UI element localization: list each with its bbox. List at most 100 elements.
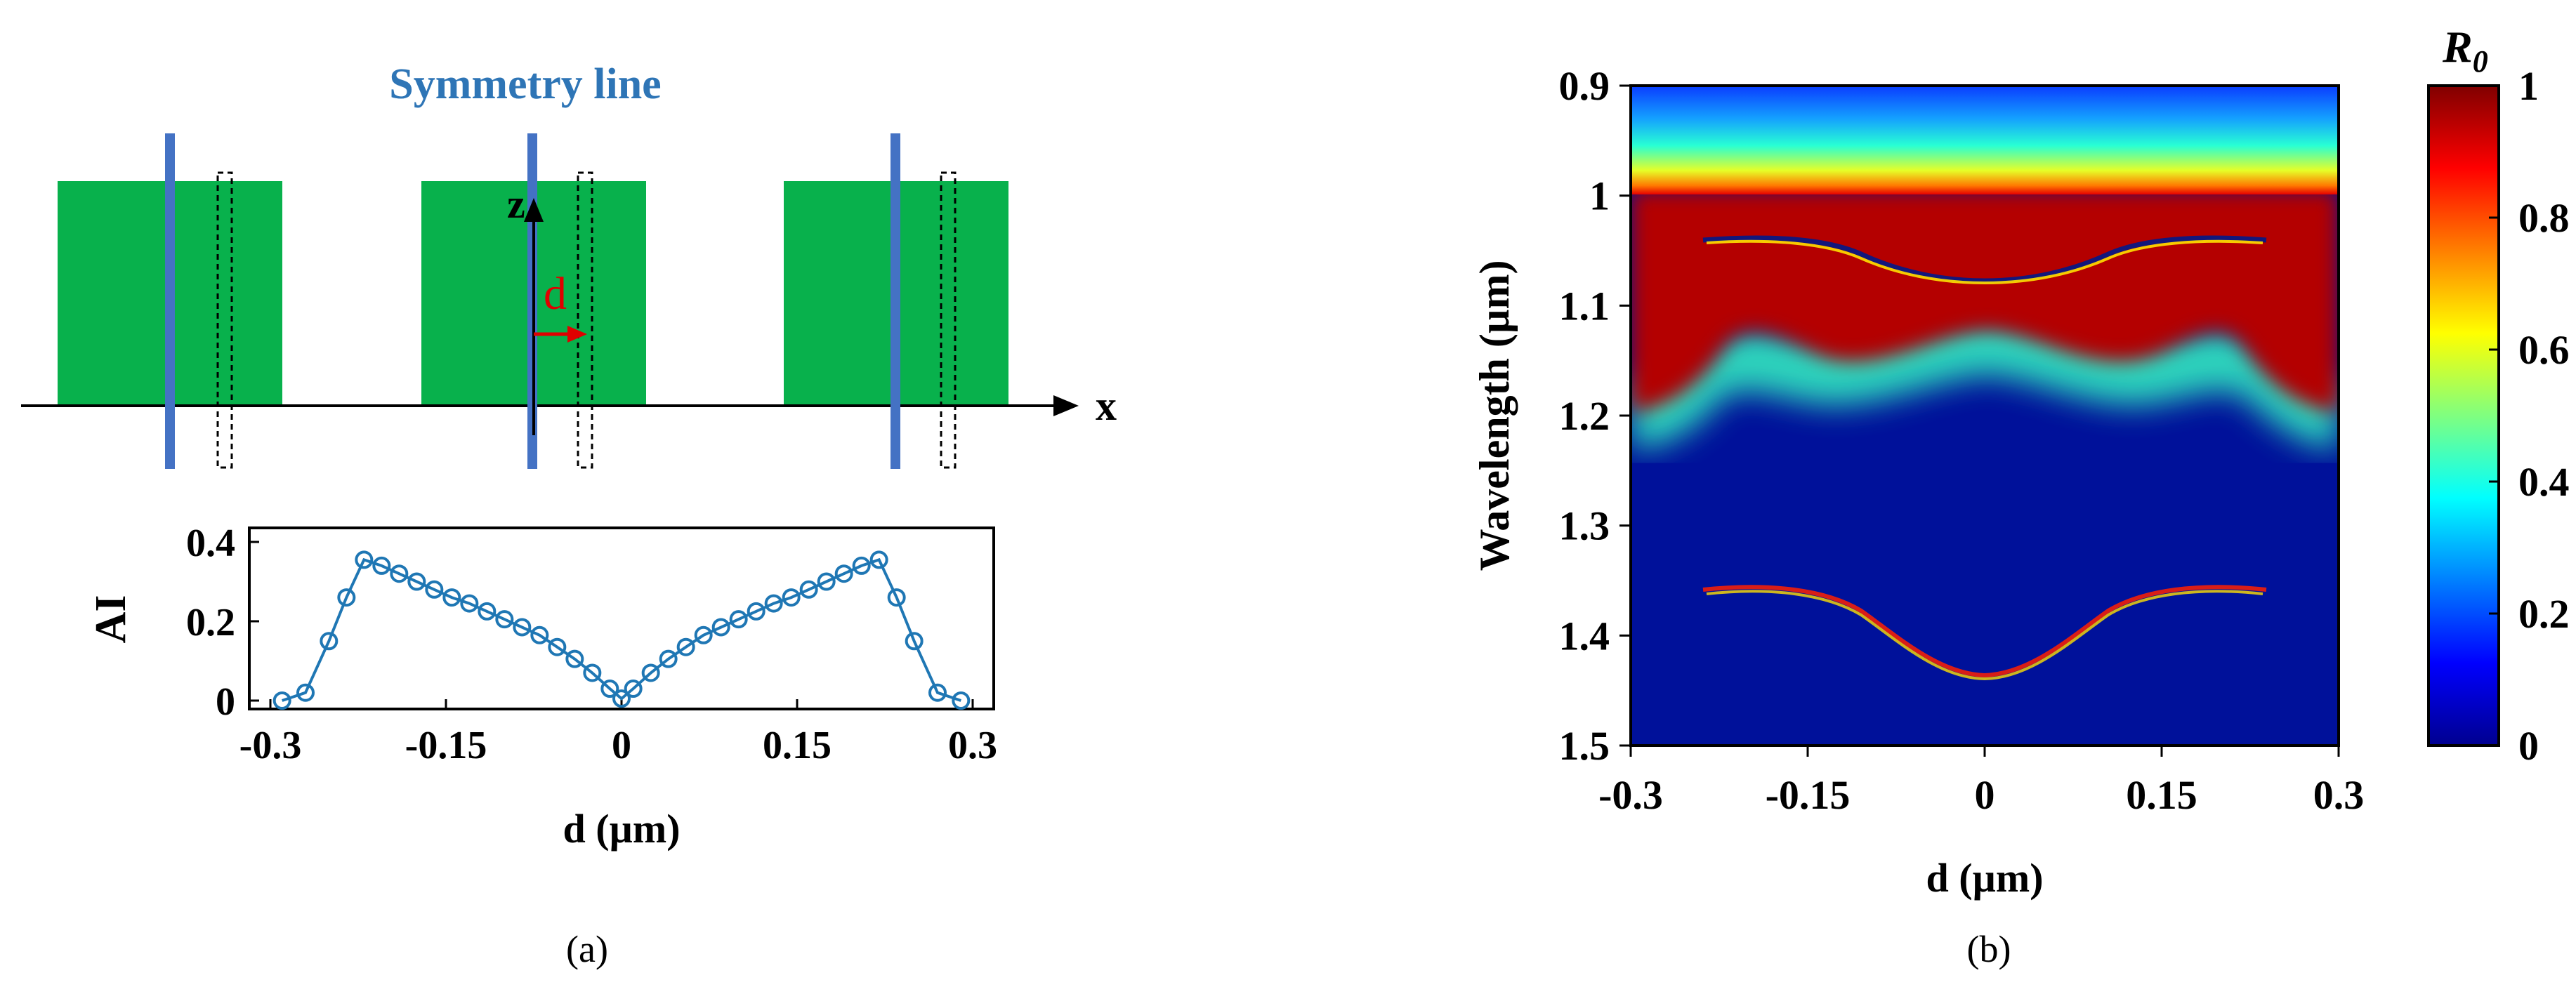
ai-y-label: AI: [87, 595, 135, 644]
heatmap-top-band: [1631, 86, 2339, 194]
heatmap-y-tick-label: 1.4: [1559, 613, 1610, 658]
heatmap-x-tick-label: 0: [1975, 772, 1995, 818]
z-axis-arrowhead: [524, 198, 544, 222]
reflectance-heatmap: -0.3 -0.15 0 0.15 0.3 0.9 1 1.1 1.2 1.3 1.4 1.5 Wav…: [1471, 22, 2570, 901]
ai-y-tick-label: 0.2: [186, 601, 235, 644]
ai-data-point: [747, 602, 765, 621]
ai-data-point: [355, 550, 374, 569]
ai-data-point: [296, 683, 315, 702]
colorbar-tick-label: 0.6: [2518, 327, 2570, 373]
heatmap-ticks: -0.3 -0.15 0 0.15 0.3 0.9 1 1.1 1.2 1.3 1.4 1.5: [1559, 63, 2365, 818]
ai-data-point: [272, 691, 291, 710]
heatmap-image: [1631, 86, 2339, 746]
symmetry-line-label: Symmetry line: [389, 60, 661, 108]
ai-x-tick-label: 0.3: [948, 724, 997, 767]
heatmap-y-label: Wavelength (µm): [1471, 260, 1518, 571]
dashed-region-left: [216, 171, 233, 469]
ai-data-point: [641, 663, 660, 682]
ai-data-point: [952, 691, 971, 710]
heatmap-x-tick-label: 0.15: [2126, 772, 2197, 818]
ai-data-point: [711, 618, 730, 637]
ai-data-point: [372, 556, 391, 575]
colorbar-tick-label: 1: [2518, 63, 2539, 109]
ai-x-label: d (µm): [563, 806, 680, 852]
ai-data-point: [495, 610, 514, 629]
heatmap-y-tick-label: 1.5: [1559, 723, 1610, 769]
heatmap-y-tick-label: 1.1: [1559, 283, 1610, 329]
ai-data-point: [659, 649, 678, 668]
d-arrowhead: [567, 326, 587, 343]
heatmap-y-tick-label: 1.3: [1559, 503, 1610, 549]
ai-data-point: [513, 618, 532, 637]
ai-data-point: [869, 550, 888, 569]
colorbar-label-main: R: [2442, 22, 2473, 72]
lower-narrow-resonance: [1702, 585, 2267, 678]
ai-data-point: [799, 580, 818, 599]
lower-narrow-resonance-bright: [1706, 590, 2263, 681]
ai-data-point: [928, 683, 947, 702]
ai-data-point: [530, 625, 549, 644]
ai-data-point: [460, 594, 479, 613]
ai-data-point: [729, 610, 748, 629]
x-axis-label: x: [1096, 383, 1117, 429]
ai-data-point: [887, 588, 906, 607]
colorbar: [2427, 84, 2500, 747]
ai-y-tick-label: 0: [216, 680, 235, 724]
ai-data-point: [612, 689, 631, 708]
ai-x-tick-label: 0: [612, 724, 631, 767]
dashed-region-center: [577, 171, 593, 469]
ai-data-point: [390, 564, 409, 583]
ai-series-line: [282, 557, 961, 702]
ai-data-point: [852, 556, 871, 575]
ai-data-point: [624, 680, 643, 698]
ai-data-point: [337, 588, 356, 607]
ai-x-tick-label: -0.15: [405, 724, 487, 767]
ai-data-point: [320, 632, 339, 651]
ai-data-point: [764, 594, 783, 613]
colorbar-tick-label: 0: [2518, 723, 2539, 769]
x-axis-arrowhead: [1053, 395, 1079, 416]
ai-data-point: [548, 637, 567, 656]
dashed-region-right: [940, 171, 957, 469]
ai-data-point: [442, 588, 461, 607]
ai-data-point: [600, 680, 619, 698]
heatmap-x-tick-label: -0.15: [1766, 772, 1851, 818]
colorbar-tick-label: 0.8: [2518, 195, 2570, 241]
heatmap-y-tick-label: 1: [1589, 173, 1610, 219]
d-label: d: [544, 268, 567, 319]
colorbar-tick-label: 0.4: [2518, 459, 2570, 505]
ai-data-point: [694, 625, 713, 644]
ai-data-point: [478, 602, 497, 621]
upper-narrow-resonance: [1702, 235, 2267, 284]
ai-y-tick-label: 0.4: [186, 522, 235, 565]
caption-a: (a): [566, 928, 608, 970]
ai-data-point: [407, 572, 426, 591]
ai-data-point: [565, 649, 584, 668]
heatmap-x-tick-label: 0.3: [2313, 772, 2365, 818]
schematic: Symmetry line x z d: [21, 60, 1117, 469]
heatmap-y-tick-label: 0.9: [1559, 63, 1610, 109]
colorbar-tick-label: 0.2: [2518, 591, 2570, 637]
colorbar-label: R0: [2442, 22, 2488, 79]
ai-data-point: [834, 564, 853, 583]
ai-data-point: [583, 663, 602, 682]
colorbar-ticks: 0 0.2 0.4 0.6 0.8 1: [2489, 63, 2570, 769]
ai-x-tick-label: 0.15: [763, 724, 832, 767]
ai-data-point: [425, 580, 444, 599]
z-axis-label: z: [507, 181, 525, 227]
upper-narrow-resonance-bright: [1706, 239, 2263, 285]
heatmap-x-label: d (µm): [1926, 855, 2043, 901]
ai-x-tick-label: -0.3: [239, 724, 302, 767]
heatmap-x-tick-label: -0.3: [1598, 772, 1663, 818]
ai-data-point: [782, 588, 801, 607]
colorbar-label-subscript: 0: [2473, 44, 2488, 79]
ai-data-point: [817, 572, 836, 591]
heatmap-y-tick-label: 1.2: [1559, 393, 1610, 439]
ai-plot-frame: [248, 526, 995, 710]
ai-data-point: [676, 637, 695, 656]
ai-ticks: -0.3 -0.15 0 0.15 0.3 0 0.2 0.4: [186, 522, 997, 767]
caption-b: (b): [1967, 928, 2011, 970]
ai-series-points: [272, 550, 971, 710]
ai-chart: -0.3 -0.15 0 0.15 0.3 0 0.2 0.4 AI d (µm): [87, 522, 997, 852]
